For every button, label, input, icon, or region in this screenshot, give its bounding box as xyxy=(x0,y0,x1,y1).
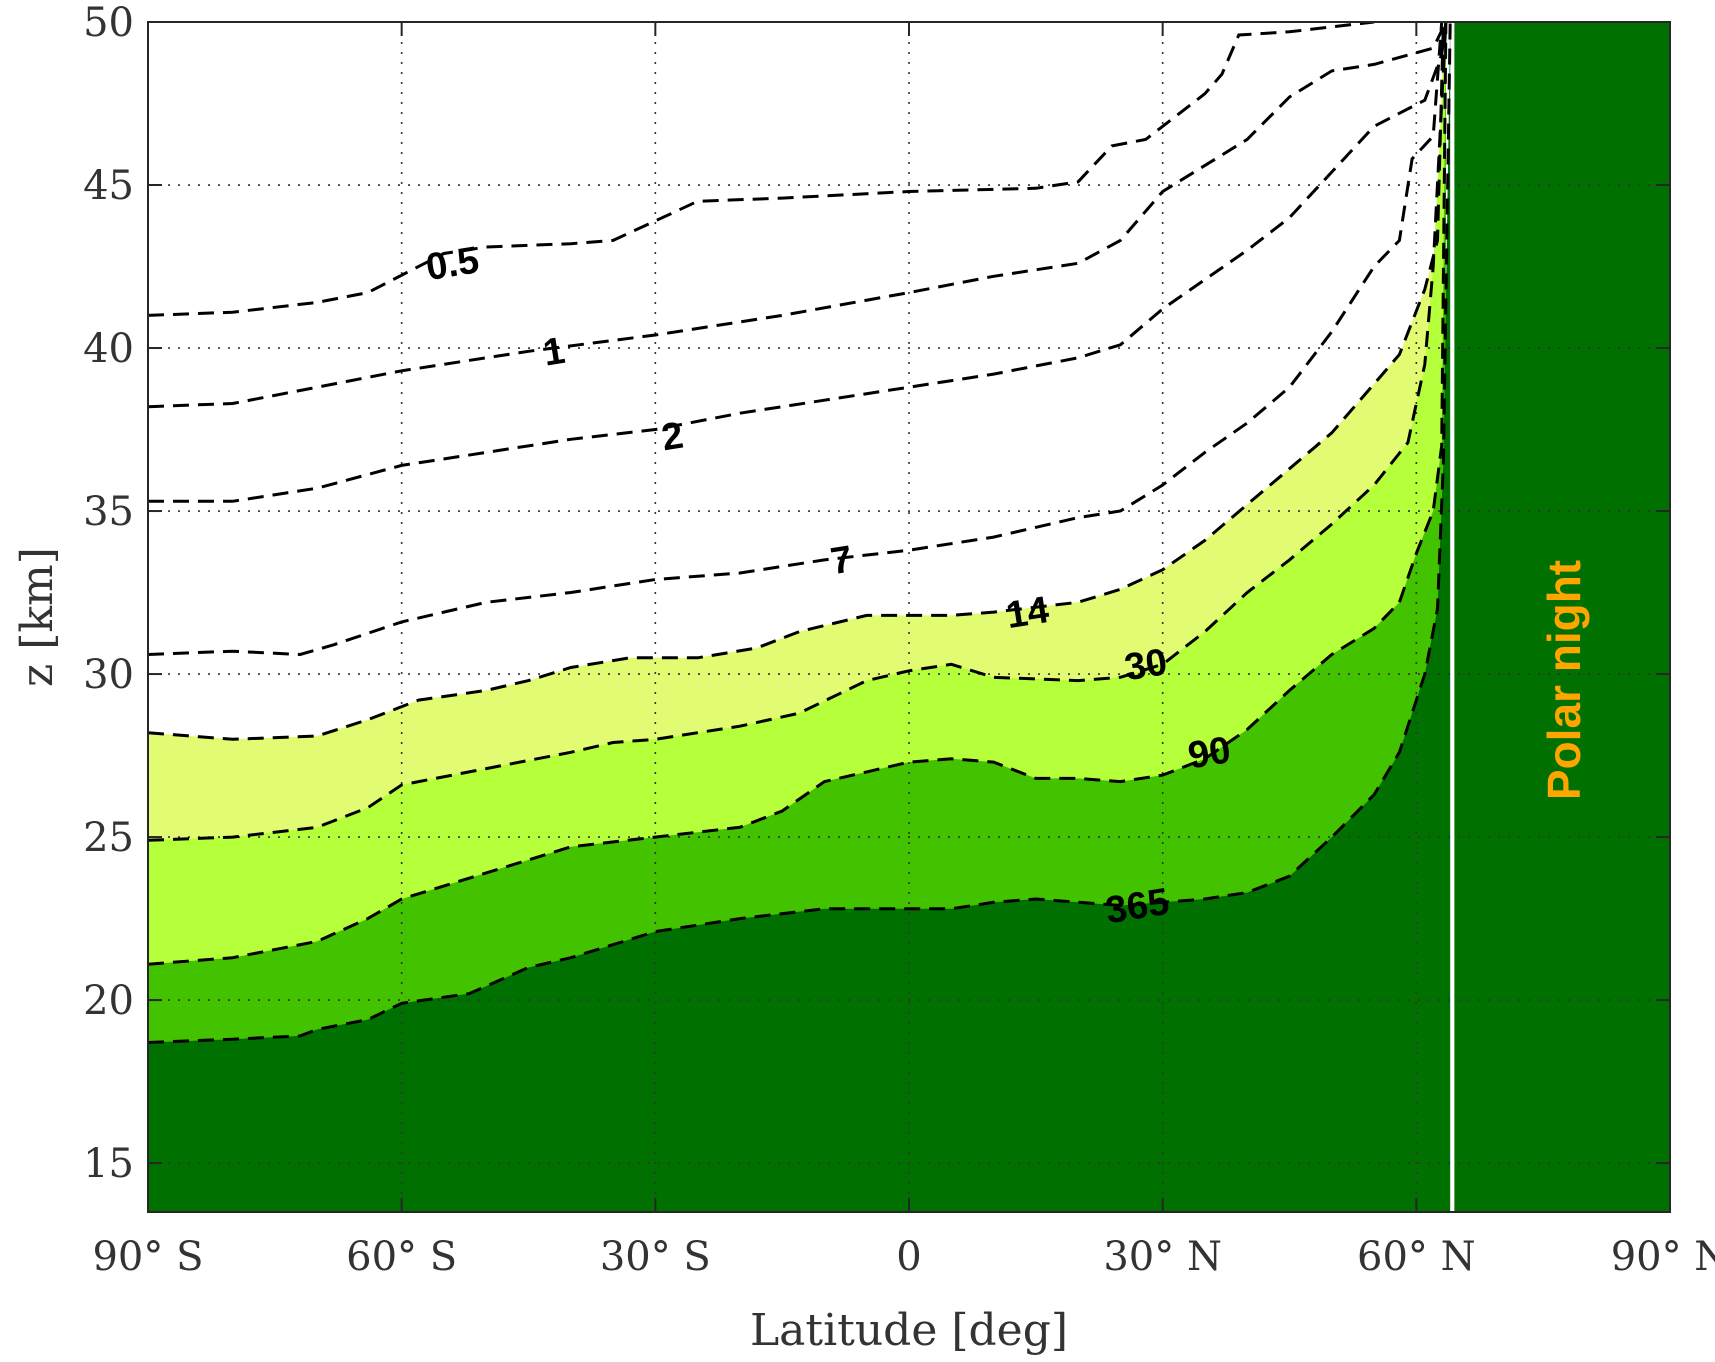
y-tick-label: 35 xyxy=(83,489,134,535)
fill-band-365 xyxy=(148,22,1670,1212)
x-tick-label: 60° N xyxy=(1357,1234,1476,1280)
x-tick-label: 60° S xyxy=(346,1234,457,1280)
grid-lines xyxy=(148,22,1670,1212)
contour-label-30: 30 xyxy=(1122,641,1170,689)
axis-ticks: 90° S 60° S 30° S 0 30° N 60° N 90° N 15 20 25 30 3… xyxy=(83,0,1715,1280)
contour-line-0.5 xyxy=(148,22,1375,317)
contour-label-90: 90 xyxy=(1185,729,1233,777)
x-tick-label: 90° S xyxy=(92,1234,203,1280)
x-tick-label: 30° N xyxy=(1103,1234,1222,1280)
y-tick-label: 50 xyxy=(83,0,134,46)
y-tick-label: 40 xyxy=(83,326,134,372)
contour-line-365 xyxy=(148,22,1452,1044)
x-tick-label: 30° S xyxy=(600,1234,711,1280)
contour-label-365: 365 xyxy=(1103,881,1172,932)
x-tick-label: 90° N xyxy=(1611,1234,1715,1280)
x-tick-label: 0 xyxy=(896,1234,921,1280)
y-tick-label: 45 xyxy=(83,163,134,209)
contour-line-2 xyxy=(148,22,1448,503)
contour-line-7 xyxy=(148,22,1444,657)
y-tick-label: 20 xyxy=(83,978,134,1024)
contour-label-0.5: 0.5 xyxy=(423,239,482,289)
y-tick-label: 30 xyxy=(83,652,134,698)
contour-lines xyxy=(148,22,1452,1044)
y-tick-label: 25 xyxy=(83,815,134,861)
polar-night-label: Polar night xyxy=(1538,560,1590,800)
filled-regions xyxy=(148,22,1670,1212)
contour-line-14 xyxy=(148,22,1445,741)
contour-line-90 xyxy=(148,22,1448,966)
contour-line-30 xyxy=(148,22,1448,842)
y-tick-label: 15 xyxy=(83,1141,134,1187)
polar-night-region xyxy=(1454,22,1670,1212)
y-axis-title: z [km] xyxy=(12,547,63,687)
x-axis-title: Latitude [deg] xyxy=(750,1305,1068,1356)
contour-label-14: 14 xyxy=(1003,589,1051,637)
